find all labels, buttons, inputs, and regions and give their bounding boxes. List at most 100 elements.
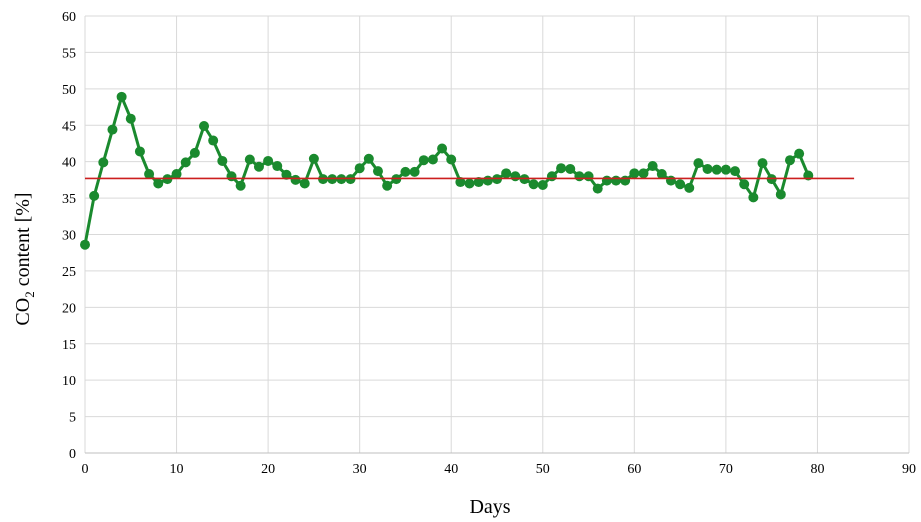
x-axis-title: Days	[469, 496, 510, 518]
data-point	[702, 163, 713, 174]
data-point	[189, 147, 200, 158]
data-point	[794, 148, 805, 159]
y-tick-label: 5	[69, 411, 76, 426]
data-point	[308, 153, 319, 164]
y-tick-label: 45	[62, 119, 76, 134]
x-tick-label: 10	[170, 462, 184, 477]
y-tick-label: 50	[62, 83, 76, 98]
data-point	[290, 174, 301, 185]
y-tick-label: 15	[62, 338, 76, 353]
y-tick-label: 20	[62, 301, 76, 316]
data-point	[684, 182, 695, 193]
data-point	[199, 120, 210, 131]
data-point	[629, 168, 640, 179]
data-point	[299, 178, 310, 189]
data-point	[153, 178, 164, 189]
y-tick-label: 35	[62, 192, 76, 207]
x-tick-label: 90	[902, 462, 916, 477]
data-point	[125, 113, 136, 124]
data-point	[675, 179, 686, 190]
data-point	[730, 166, 741, 177]
y-axis-title-suffix: content [%]	[12, 192, 34, 291]
data-point	[354, 163, 365, 174]
data-point	[537, 179, 548, 190]
data-point	[638, 168, 649, 179]
data-point	[556, 163, 567, 174]
x-tick-label: 60	[627, 462, 641, 477]
data-point	[180, 157, 191, 168]
data-point	[510, 171, 521, 182]
data-point	[482, 175, 493, 186]
data-point	[208, 135, 219, 146]
y-axis-title: CO2 content [%]	[12, 192, 37, 325]
y-tick-label: 60	[62, 10, 76, 25]
data-point	[244, 154, 255, 165]
x-tick-label: 0	[82, 462, 89, 477]
data-point	[171, 169, 182, 180]
y-tick-label: 30	[62, 229, 76, 244]
x-tick-label: 20	[261, 462, 275, 477]
data-point	[720, 164, 731, 175]
y-tick-label: 55	[62, 46, 76, 61]
data-point	[620, 175, 631, 186]
data-point	[144, 169, 155, 180]
data-point	[455, 177, 466, 188]
data-point	[592, 183, 603, 194]
data-point	[281, 169, 292, 180]
data-point	[272, 161, 283, 172]
data-point	[757, 158, 768, 169]
data-point	[363, 153, 374, 164]
data-point	[134, 146, 145, 157]
data-point	[473, 177, 484, 188]
data-point	[427, 154, 438, 165]
y-axis-title-subscript: 2	[22, 291, 37, 298]
data-point	[116, 91, 127, 102]
data-point	[409, 166, 420, 177]
data-point	[372, 166, 383, 177]
data-point	[711, 164, 722, 175]
x-axis-ticks: 0 10 20 30 40 50 60 70 80 90	[82, 462, 917, 477]
data-point	[263, 155, 274, 166]
data-point	[739, 179, 750, 190]
data-point	[235, 180, 246, 191]
data-point	[418, 155, 429, 166]
data-point	[501, 168, 512, 179]
y-tick-label: 0	[69, 447, 76, 462]
data-point	[775, 189, 786, 200]
data-point	[647, 161, 658, 172]
data-point	[437, 143, 448, 154]
data-point	[382, 180, 393, 191]
x-tick-label: 40	[444, 462, 458, 477]
grid	[84, 15, 910, 454]
data-point	[89, 190, 100, 201]
data-point	[601, 175, 612, 186]
data-point	[611, 175, 622, 186]
y-axis-title-prefix: CO	[12, 298, 34, 326]
data-point	[217, 155, 228, 166]
data-point	[446, 154, 457, 165]
y-tick-label: 25	[62, 265, 76, 280]
data-point	[226, 171, 237, 182]
co2-series-line	[83, 95, 810, 245]
y-tick-label: 40	[62, 156, 76, 171]
series-layer	[80, 91, 855, 250]
data-point	[253, 161, 264, 172]
data-point	[80, 239, 90, 250]
y-axis-ticks: 0 5 10 15 20 25 30 35 40 45 50 55 60	[62, 10, 76, 462]
data-point	[528, 179, 539, 190]
data-point	[748, 192, 759, 203]
data-point	[98, 157, 109, 168]
x-tick-label: 50	[536, 462, 550, 477]
data-point	[464, 178, 475, 189]
data-point	[546, 171, 557, 182]
data-point	[784, 155, 795, 166]
x-tick-label: 70	[719, 462, 733, 477]
data-point	[107, 124, 118, 135]
x-tick-label: 30	[353, 462, 367, 477]
y-tick-label: 10	[62, 374, 76, 389]
series-0	[80, 91, 814, 250]
data-point	[583, 171, 594, 182]
data-point	[574, 171, 585, 182]
data-point	[665, 175, 676, 186]
